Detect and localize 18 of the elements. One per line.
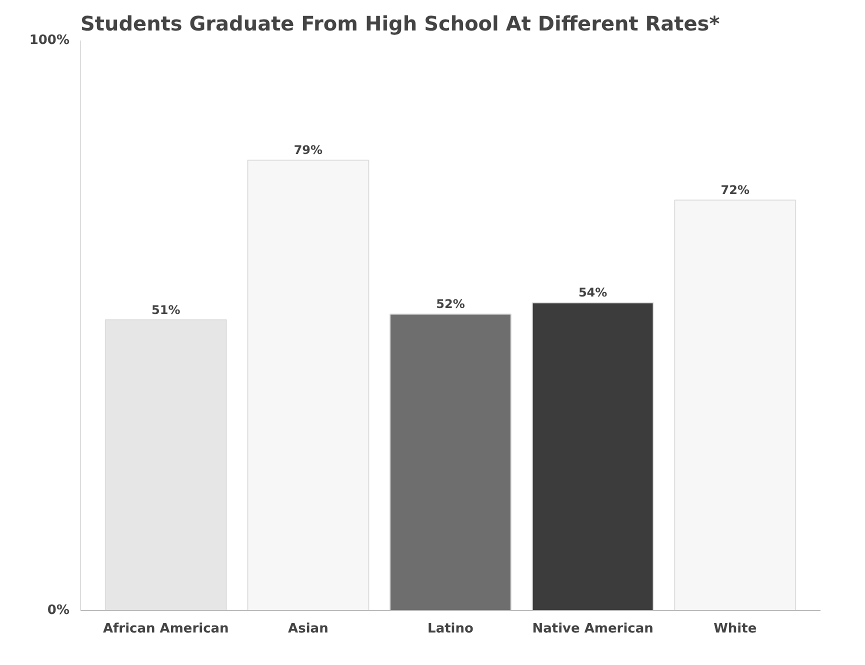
y-tick-label: 0% (47, 603, 70, 618)
bar (390, 314, 512, 610)
bar (247, 160, 370, 610)
y-tick-label: 100% (29, 33, 70, 48)
x-tick-label: White (714, 622, 757, 636)
x-tick-label: African American (102, 622, 229, 636)
data-label: 54% (578, 286, 608, 300)
chart-title: Students Graduate From High School At Different Rates* (80, 12, 720, 36)
data-label: 72% (720, 183, 750, 198)
x-tick-label: Latino (428, 622, 474, 636)
bar (532, 302, 654, 610)
x-tick-label: Asian (288, 622, 328, 636)
data-label: 52% (436, 297, 465, 312)
x-tick-label: Native American (532, 622, 654, 636)
bar (104, 319, 227, 610)
data-label: 79% (294, 143, 323, 158)
bar (674, 200, 796, 610)
data-label: 51% (152, 302, 180, 317)
